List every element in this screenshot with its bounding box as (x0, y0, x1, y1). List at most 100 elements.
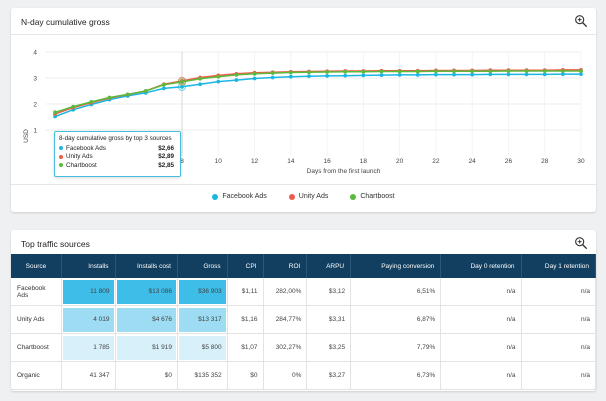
tooltip-series-name: Unity Ads (66, 153, 93, 161)
cell-cpi: $0 (227, 361, 264, 390)
heat-cell-value: $1 919 (116, 335, 176, 360)
data-point (379, 69, 384, 74)
data-point (397, 69, 402, 74)
heat-cell-value: $13 086 (116, 279, 176, 304)
table-row: Chartboost 1 785 $1 919 $5 800 $1,07 302… (11, 333, 597, 362)
table-row: Unity Ads 4 019 $4 676 $13 317 $1,16 284… (11, 305, 597, 334)
column-header-installs-cost[interactable]: Installs cost (115, 254, 179, 278)
table-row-organic: Organic 41 347 $0 $135 352 $0 0% $3,27 6… (11, 361, 597, 390)
column-header-arpu[interactable]: ARPU (306, 254, 352, 278)
tooltip-series-name: Chartboost (66, 161, 97, 169)
legend-marker (288, 193, 295, 200)
heat-cell-value: 11 809 (62, 279, 114, 304)
data-point (470, 69, 475, 74)
data-point (343, 73, 348, 78)
cell-day1-retention: n/a (521, 333, 597, 362)
cell-gross: $135 352 (177, 361, 228, 390)
heat-cell-value: $4 676 (116, 307, 176, 332)
data-point (216, 74, 221, 79)
series-line (54, 70, 581, 114)
data-point (107, 95, 112, 100)
data-point (89, 100, 94, 104)
cell-installs-cost: $0 (115, 361, 179, 390)
x-tick-label: 24 (469, 158, 477, 165)
data-point (252, 76, 257, 81)
data-point (53, 114, 57, 119)
data-point (343, 69, 348, 74)
data-point (161, 86, 166, 91)
column-header-day1-retention[interactable]: Day 1 retention (521, 254, 597, 278)
x-axis-title: Days from the first launch (307, 168, 381, 175)
zoom-in-icon[interactable] (574, 236, 588, 250)
x-tick-label: 14 (287, 158, 295, 165)
chart-tooltip: 8-day cumulative gross by top 3 sources … (54, 131, 181, 177)
data-point (143, 89, 148, 93)
heat-cell-value: 1 785 (62, 335, 114, 360)
hover-point-halo (177, 77, 187, 87)
x-tick-label: 30 (577, 158, 585, 165)
data-point (180, 80, 184, 84)
data-point (270, 71, 275, 75)
tooltip-row: Chartboost $2,85 (55, 161, 180, 170)
cell-day0-retention: n/a (440, 305, 522, 334)
data-point (415, 72, 420, 77)
cell-cpi: $1,11 (227, 278, 264, 306)
heat-cell-value: $13 317 (179, 307, 226, 332)
column-header-roi[interactable]: ROI (263, 254, 308, 278)
column-header-source[interactable]: Source (11, 254, 62, 278)
cell-installs: 1 785 (61, 333, 116, 362)
column-header-installs[interactable]: Installs (61, 254, 116, 278)
data-point (488, 72, 493, 77)
tooltip-row: Facebook Ads $2,66 (55, 144, 180, 153)
data-point (361, 69, 366, 74)
cell-arpu: $3,27 (306, 361, 352, 390)
data-point (560, 72, 565, 76)
table-card-title: Top traffic sources (21, 239, 90, 249)
x-tick-label: 26 (505, 158, 513, 165)
data-point (198, 82, 203, 87)
data-point (452, 69, 456, 74)
zoom-in-icon[interactable] (574, 14, 588, 28)
data-point (234, 78, 239, 82)
cell-arpu: $3,31 (306, 305, 352, 334)
column-header-cpi[interactable]: CPI (227, 254, 264, 278)
cell-installs: 11 809 (61, 278, 116, 306)
data-point (307, 74, 311, 79)
tooltip-row: Unity Ads $2,89 (55, 153, 180, 162)
column-header-paying-conversion[interactable]: Paying conversion (350, 254, 442, 278)
data-point (524, 72, 529, 77)
column-header-day0-retention[interactable]: Day 0 retention (440, 254, 522, 278)
cell-source: Organic (11, 361, 62, 390)
cumulative-gross-card: N-day cumulative gross 1 2 3 4 8 10 12 14 16 18 20… (11, 8, 596, 212)
cell-roi: 284,77% (263, 305, 308, 334)
heat-cell-value: $5 800 (179, 335, 226, 360)
cell-gross: $36 903 (177, 278, 228, 306)
tooltip-title: 8-day cumulative gross by top 3 sources (59, 135, 172, 142)
cell-day1-retention: n/a (521, 361, 597, 390)
data-point (71, 104, 76, 109)
x-tick-label: 12 (251, 158, 259, 165)
x-tick-label: 16 (323, 158, 331, 165)
cell-roi: 282,00% (263, 278, 308, 306)
chart-card-title: N-day cumulative gross (21, 17, 110, 27)
data-point (325, 74, 330, 78)
data-point (270, 75, 275, 80)
column-header-gross[interactable]: Gross (177, 254, 228, 278)
cell-installs-cost: $4 676 (115, 305, 179, 334)
data-point (415, 69, 420, 74)
cell-gross: $5 800 (177, 333, 228, 362)
legend-marker (350, 193, 357, 200)
cell-paying-conversion: 6,87% (350, 305, 442, 334)
legend-item-chartboost[interactable]: Chartboost (350, 193, 395, 200)
cell-gross: $13 317 (177, 305, 228, 334)
cell-cpi: $1,07 (227, 333, 264, 362)
legend-item-unity[interactable]: Unity Ads (288, 193, 328, 200)
heat-cell-value: 4 019 (62, 307, 114, 332)
data-point (325, 70, 330, 74)
cell-installs: 41 347 (61, 361, 116, 390)
y-tick-label: 1 (33, 127, 37, 134)
y-tick-label: 4 (33, 49, 37, 56)
cell-day0-retention: n/a (440, 361, 522, 390)
cell-paying-conversion: 6,73% (350, 361, 442, 390)
legend-item-facebook[interactable]: Facebook Ads (212, 193, 267, 200)
